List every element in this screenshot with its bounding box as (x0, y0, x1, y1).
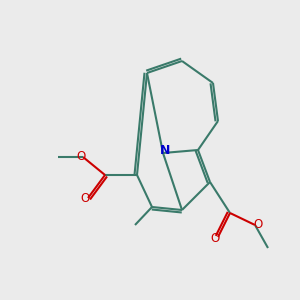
Text: O: O (80, 193, 90, 206)
Text: N: N (160, 145, 170, 158)
Text: O: O (254, 218, 262, 230)
Text: O: O (210, 232, 220, 245)
Text: O: O (76, 149, 85, 163)
